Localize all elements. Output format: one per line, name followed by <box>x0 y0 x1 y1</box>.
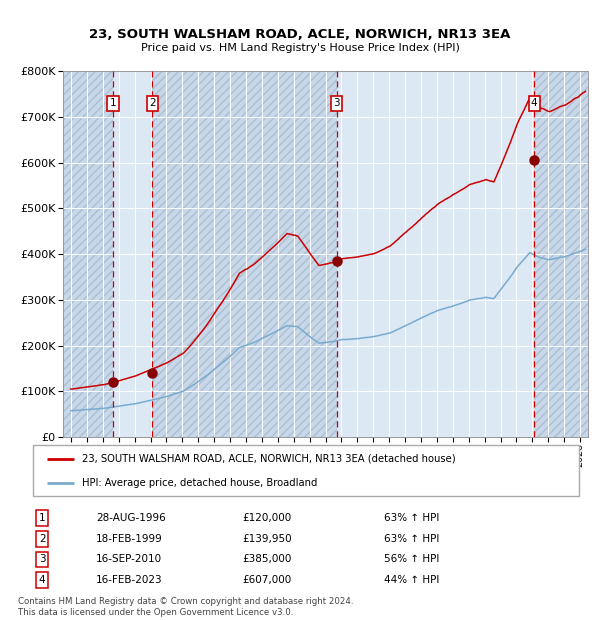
Text: £120,000: £120,000 <box>242 513 292 523</box>
Text: 44% ↑ HPI: 44% ↑ HPI <box>384 575 439 585</box>
Text: HPI: Average price, detached house, Broadland: HPI: Average price, detached house, Broa… <box>82 478 317 489</box>
Text: Contains HM Land Registry data © Crown copyright and database right 2024.
This d: Contains HM Land Registry data © Crown c… <box>18 598 353 617</box>
Text: 4: 4 <box>531 99 538 108</box>
Text: 18-FEB-1999: 18-FEB-1999 <box>96 534 163 544</box>
Text: 4: 4 <box>39 575 46 585</box>
FancyBboxPatch shape <box>33 445 579 496</box>
Text: £385,000: £385,000 <box>242 554 292 564</box>
Text: 2: 2 <box>149 99 156 108</box>
Text: 1: 1 <box>39 513 46 523</box>
Text: 3: 3 <box>39 554 46 564</box>
Text: 63% ↑ HPI: 63% ↑ HPI <box>384 534 439 544</box>
Text: 16-SEP-2010: 16-SEP-2010 <box>96 554 162 564</box>
Text: 2: 2 <box>39 534 46 544</box>
Text: 63% ↑ HPI: 63% ↑ HPI <box>384 513 439 523</box>
Text: 1: 1 <box>110 99 116 108</box>
Text: £139,950: £139,950 <box>242 534 292 544</box>
Text: 56% ↑ HPI: 56% ↑ HPI <box>384 554 439 564</box>
Text: 3: 3 <box>334 99 340 108</box>
Text: 23, SOUTH WALSHAM ROAD, ACLE, NORWICH, NR13 3EA: 23, SOUTH WALSHAM ROAD, ACLE, NORWICH, N… <box>89 28 511 41</box>
Text: 23, SOUTH WALSHAM ROAD, ACLE, NORWICH, NR13 3EA (detached house): 23, SOUTH WALSHAM ROAD, ACLE, NORWICH, N… <box>82 454 456 464</box>
Text: 28-AUG-1996: 28-AUG-1996 <box>96 513 166 523</box>
Text: 16-FEB-2023: 16-FEB-2023 <box>96 575 163 585</box>
Text: £607,000: £607,000 <box>242 575 292 585</box>
Text: Price paid vs. HM Land Registry's House Price Index (HPI): Price paid vs. HM Land Registry's House … <box>140 43 460 53</box>
